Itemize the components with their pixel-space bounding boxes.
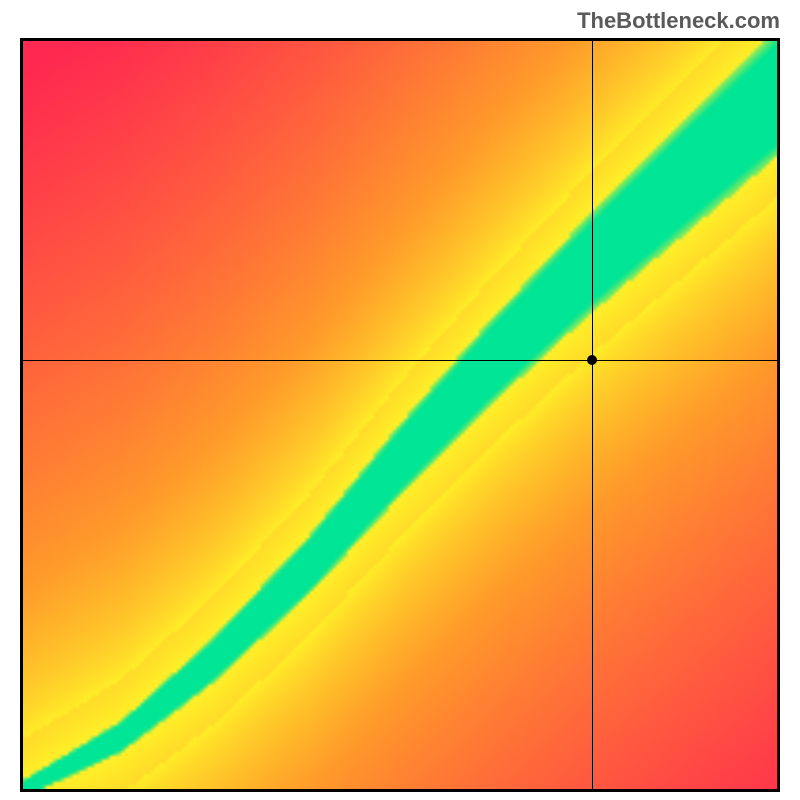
plot-frame [20, 38, 780, 792]
watermark-text: TheBottleneck.com [577, 8, 780, 34]
crosshair-marker [587, 355, 597, 365]
crosshair-vertical [592, 41, 593, 789]
crosshair-horizontal [23, 360, 777, 361]
heatmap-canvas [23, 41, 777, 789]
